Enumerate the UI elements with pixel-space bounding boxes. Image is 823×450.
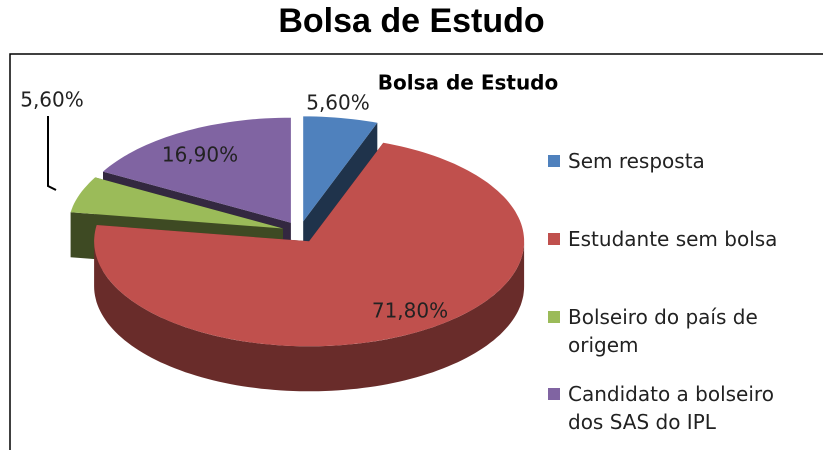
legend-swatch <box>548 388 560 400</box>
legend-item: Sem resposta <box>548 147 808 175</box>
chart-title: Bolsa de Estudo <box>378 71 558 95</box>
leader-line <box>47 116 57 191</box>
legend-item: Candidato a bolseiro dos SAS do IPL <box>548 380 808 436</box>
data-label: 71,80% <box>372 299 448 323</box>
slice <box>94 142 525 392</box>
legend-label: Estudante sem bolsa <box>568 227 778 251</box>
slice-top <box>103 117 291 223</box>
legend-label: Bolseiro do país de origem <box>568 305 758 357</box>
legend-item: Estudante sem bolsa <box>548 225 808 253</box>
legend-label: Candidato a bolseiro dos SAS do IPL <box>568 382 774 434</box>
legend-swatch <box>548 155 560 167</box>
slice-top <box>70 177 283 229</box>
legend-swatch <box>548 311 560 323</box>
slice-top <box>303 116 378 222</box>
legend-swatch <box>548 233 560 245</box>
legend-label: Sem resposta <box>568 149 705 173</box>
data-label: 5,60% <box>20 88 84 112</box>
slice-top <box>94 142 525 347</box>
page-title: Bolsa de Estudo <box>278 2 545 40</box>
chart-border <box>9 53 823 450</box>
data-label: 5,60% <box>306 91 370 115</box>
legend-item: Bolseiro do país de origem <box>548 303 808 359</box>
slice-side <box>94 241 525 392</box>
data-label: 16,90% <box>162 143 238 167</box>
